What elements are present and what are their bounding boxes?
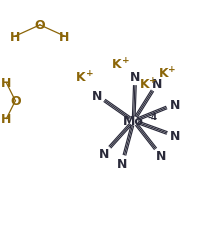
Text: H: H — [1, 77, 12, 90]
Text: N: N — [156, 149, 166, 162]
Text: N: N — [92, 90, 103, 103]
Text: N: N — [152, 77, 162, 90]
Text: +: + — [149, 76, 157, 85]
Text: K: K — [140, 78, 150, 91]
Text: K: K — [159, 67, 169, 80]
Text: O: O — [34, 19, 45, 32]
Text: O: O — [10, 95, 21, 108]
Text: K: K — [112, 58, 122, 71]
Text: N: N — [169, 98, 180, 111]
Text: +: + — [86, 68, 93, 77]
Text: H: H — [59, 30, 70, 43]
Text: H: H — [10, 30, 21, 43]
Text: N: N — [99, 148, 109, 160]
Text: N: N — [117, 157, 127, 170]
Text: K: K — [76, 70, 86, 83]
Text: +: + — [168, 65, 176, 74]
Text: -4: -4 — [147, 113, 157, 122]
Text: N: N — [130, 71, 140, 84]
Text: H: H — [1, 113, 12, 126]
Text: Mo: Mo — [123, 115, 144, 128]
Text: +: + — [122, 56, 129, 65]
Text: N: N — [170, 130, 180, 143]
